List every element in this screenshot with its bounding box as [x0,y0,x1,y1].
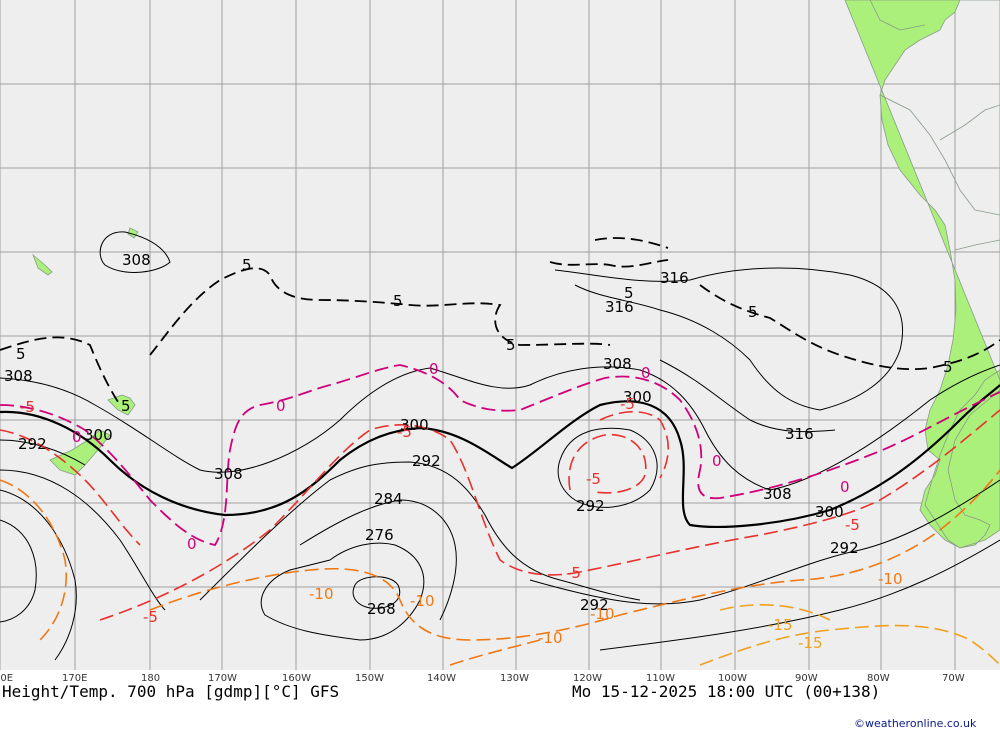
temp-plus5-contours [0,237,1000,406]
temp-minus5-label: -5 [845,516,860,534]
lon-label: 180 [141,673,160,684]
temp-minus5-label: -5 [620,395,635,413]
temp-minus15-label: -15 [768,616,793,634]
height-label-group: 308 308 292 300 308 300 292 284 276 268 … [4,251,859,618]
temp-0-label: 0 [641,364,651,382]
temp-5-label: 5 [16,345,26,363]
lon-label: 120W [573,673,602,684]
fiji [127,227,139,239]
temp-0-label: 0 [712,452,722,470]
temp-minus10-label: -10 [538,629,563,647]
longitude-tick-labels: 60E 170E 180 170W 160W 150W 140W 130W 12… [0,673,965,684]
height-label: 308 [122,251,151,269]
lon-label: 80W [867,673,890,684]
lon-label: 110W [646,673,675,684]
height-label: 276 [365,526,394,544]
temp-5-label: 5 [624,284,634,302]
height-label: 300 [623,388,652,406]
lon-label: 160W [282,673,311,684]
temp-minus5-label: -5 [143,608,158,626]
map-title: Height/Temp. 700 hPa [gdmp][°C] GFS [2,682,339,701]
temp-minus10-label: -10 [410,592,435,610]
temp-minus5-label: -5 [566,564,581,582]
temp-minus10-label: -10 [590,605,615,623]
height-label: 308 [214,465,243,483]
height-label: 284 [374,490,403,508]
lon-label: 90W [795,673,818,684]
height-label: 300 [815,503,844,521]
lon-label: 70W [942,673,965,684]
height-label: 292 [580,596,609,614]
lon-label: 150W [355,673,384,684]
site-credit[interactable]: ©weatheronline.co.uk [854,717,977,730]
temp-minus5-label: -5 [397,423,412,441]
height-label: 308 [4,367,33,385]
lon-label: 140W [427,673,456,684]
height-label: 316 [660,269,689,287]
temp-minus5-label: -5 [20,398,35,416]
temp-5-label: 5 [943,358,953,376]
temp-minus15-contours [699,604,1000,666]
height-label: 316 [605,298,634,316]
temp-0-label: 0 [840,478,850,496]
height-label: 316 [785,425,814,443]
new-zealand-north [107,394,136,416]
lon-label: 170W [208,673,237,684]
temp-5-label: 5 [506,336,516,354]
lat-lon-grid [0,0,1000,670]
temp-minus10-label: -10 [309,585,334,603]
temp-0-label: 0 [276,397,286,415]
height-label: 308 [763,485,792,503]
lon-label: 60E [0,673,13,684]
height-label: 268 [367,600,396,618]
temp-5-label: 5 [393,292,403,310]
new-zealand-south [49,429,111,476]
map-datetime: Mo 15-12-2025 18:00 UTC (00+138) [572,682,880,701]
height-label: 292 [830,539,859,557]
temp-minus5-label: -5 [586,470,601,488]
lon-label: 100W [718,673,747,684]
height-label: 300 [400,416,429,434]
height-label: 292 [412,452,441,470]
temp-5-label: 5 [748,303,758,321]
temp-minus5-contours [0,409,1000,621]
temp-5-label: 5 [121,397,131,415]
temp-5-label: 5 [242,256,252,274]
new-caledonia [32,253,53,276]
height-label: 292 [576,497,605,515]
temp-minus10-label: -10 [878,570,903,588]
temp-0-label: 0 [187,535,197,553]
temp-label-group: 0 0 0 0 0 0 0 5 5 5 5 5 5 5 5 -5 -5 -5 -… [16,256,953,652]
height-label: 308 [603,355,632,373]
temp-minus10-contours [0,469,1000,666]
height-label: 300 [84,426,113,444]
temp-0-label: 0 [429,360,439,378]
height-label: 292 [18,435,47,453]
footer-background [0,670,1000,733]
lon-label: 130W [500,673,529,684]
temp-0-contours [0,364,1000,547]
temp-0-label: 0 [72,428,82,446]
temp-minus15-label: -15 [798,634,823,652]
lon-label: 170E [62,673,87,684]
